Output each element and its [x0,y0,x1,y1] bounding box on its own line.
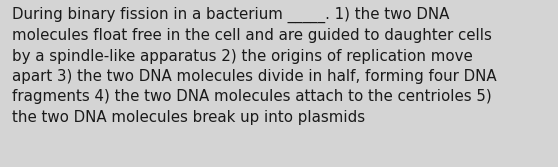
Text: During binary fission in a bacterium _____. 1) the two DNA
molecules float free : During binary fission in a bacterium ___… [12,7,497,125]
